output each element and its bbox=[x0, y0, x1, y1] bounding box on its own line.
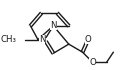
Text: N: N bbox=[39, 35, 45, 44]
Text: O: O bbox=[89, 58, 96, 67]
Text: O: O bbox=[85, 35, 92, 44]
Text: N: N bbox=[50, 21, 57, 30]
Text: CH₃: CH₃ bbox=[1, 35, 17, 44]
